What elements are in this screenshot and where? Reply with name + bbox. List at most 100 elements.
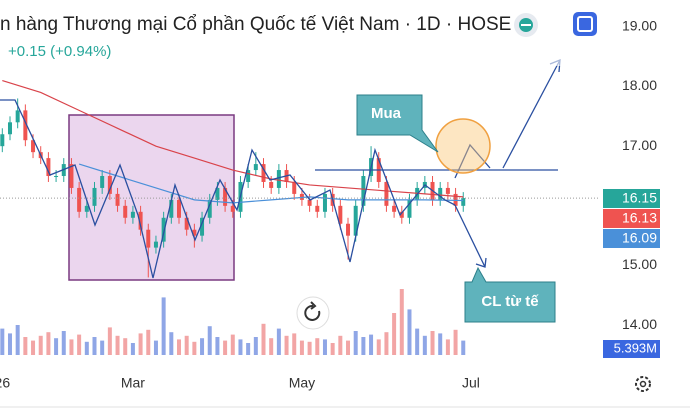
volume-bar (461, 340, 466, 355)
volume-bar (369, 334, 374, 355)
candle-body (292, 181, 297, 194)
toggle-minus (521, 24, 531, 26)
volume-bar (261, 323, 266, 355)
zigzag (0, 99, 456, 279)
volume-bar (346, 340, 351, 355)
settings-button[interactable] (635, 376, 651, 392)
candle-body (153, 241, 158, 248)
candle-body (276, 170, 281, 188)
volume-bar (307, 341, 312, 355)
y-tick-label: 17.00 (622, 137, 657, 153)
candle-body (115, 193, 120, 206)
candle-body (15, 110, 20, 123)
candle-body (0, 134, 5, 147)
candle-body (407, 199, 412, 218)
volume-bar (322, 339, 327, 355)
volume-bar (238, 339, 243, 355)
candle-body (346, 223, 351, 236)
volume-bar (330, 343, 335, 355)
candle-body (307, 199, 312, 206)
candle-body (438, 187, 443, 200)
volume-bar (123, 338, 128, 355)
candle-body (261, 164, 266, 182)
candle-body (192, 229, 197, 236)
candle-body (338, 205, 343, 224)
candle-body (100, 176, 105, 188)
price-tag-label: 16.09 (622, 230, 657, 246)
volume-bar (107, 327, 112, 355)
candle-body (107, 176, 112, 194)
price-tag (603, 189, 660, 208)
volume-bar (130, 343, 135, 355)
volume-bar (207, 326, 212, 355)
fullscreen-button[interactable] (573, 12, 597, 36)
volume-bar (407, 309, 412, 355)
candle-body (223, 187, 228, 206)
volume-bar (384, 332, 389, 355)
candle-body (200, 217, 205, 236)
volume-bar (153, 340, 158, 355)
volume-bar (184, 335, 189, 355)
candle-body (207, 199, 212, 218)
volume-bar (100, 340, 105, 355)
volume-bar (69, 339, 74, 355)
price-tag-label: 16.13 (622, 210, 657, 226)
volume-bar (7, 333, 12, 355)
fullscreen-icon (577, 16, 593, 32)
volume-bar (223, 340, 228, 355)
candle-body (253, 164, 258, 171)
title: n hàng Thương mại Cổ phần Quốc tế Việt N… (0, 14, 511, 35)
y-tick-label: 15.00 (622, 256, 657, 272)
buy-path (454, 143, 491, 179)
volume-bar (46, 332, 51, 355)
volume-tag (603, 340, 660, 358)
price-tag (603, 229, 660, 248)
volume-bar (146, 329, 151, 355)
x-tick-label: Jul (462, 375, 480, 391)
volume-bar (23, 337, 28, 355)
moving-average (78, 163, 464, 204)
volume-bar (361, 337, 366, 355)
cut-label: CL từ tế (481, 293, 539, 310)
volume-bar (161, 297, 166, 355)
down-arrow (454, 204, 486, 268)
candle-body (46, 158, 51, 177)
volume-bar (399, 289, 404, 355)
y-tick-label: 14.00 (622, 316, 657, 332)
y-tick-label: 19.00 (622, 18, 657, 34)
candle-body (54, 176, 59, 178)
volume-bar (54, 338, 59, 355)
candle-body (146, 229, 151, 248)
candle-body (31, 140, 36, 153)
volume-bar (315, 338, 320, 355)
candle-body (399, 211, 404, 218)
volume-bar (246, 343, 251, 355)
volume-bar (338, 335, 343, 355)
volume-bar (430, 331, 435, 355)
candle-body (322, 193, 327, 212)
candle-body (84, 205, 89, 212)
x-tick-label: Mar (121, 375, 145, 391)
reset-button[interactable] (296, 296, 330, 330)
volume-bar (84, 341, 89, 355)
candle-body (123, 205, 128, 218)
volume-bar (38, 335, 43, 355)
volume-bar (215, 337, 220, 355)
arrow-head (475, 257, 487, 268)
highlight-box (68, 114, 235, 281)
change: +0.15 (+0.94%) (8, 43, 111, 60)
candle-body (69, 164, 74, 188)
buy-zone (435, 118, 491, 174)
candle-body (138, 211, 143, 230)
volume-bar (392, 313, 397, 355)
volume-bar (453, 329, 458, 355)
candle-body (77, 187, 82, 212)
candle-body (230, 205, 235, 212)
volume-bar (230, 334, 235, 355)
volume-bar (276, 328, 281, 355)
volume-bar (138, 333, 143, 355)
candle-body (7, 122, 12, 135)
header-bg (0, 0, 600, 66)
candle-body (169, 199, 174, 218)
reset-icon (310, 301, 317, 310)
